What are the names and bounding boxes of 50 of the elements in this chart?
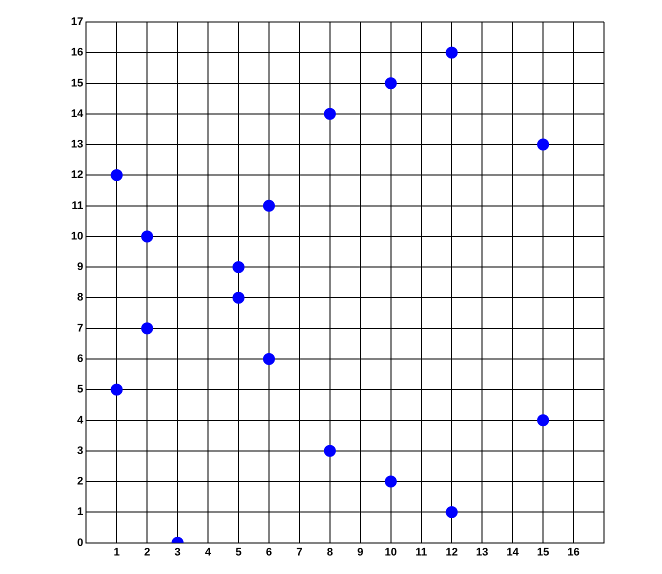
y-tick-label: 12 — [70, 169, 84, 182]
y-tick-label: 1 — [77, 506, 84, 518]
x-tick-label: 6 — [266, 546, 272, 558]
y-tick-label: 8 — [77, 292, 84, 304]
y-tick-label: 9 — [77, 261, 84, 274]
point — [141, 322, 154, 334]
y-tick-label: 14 — [70, 108, 84, 120]
x-tick-label: 11 — [415, 546, 428, 558]
y-tick-label: 4 — [77, 414, 84, 426]
y-tick-label: 16 — [70, 46, 84, 59]
x-tick-label: 3 — [174, 546, 181, 558]
x-tick-label: 1 — [114, 546, 120, 558]
x-tick-label: 14 — [506, 546, 520, 558]
x-tick-label: 8 — [326, 546, 333, 558]
point — [537, 138, 550, 151]
point — [232, 261, 245, 274]
y-tick-label: 0 — [77, 536, 84, 549]
y-tick-label: 11 — [72, 200, 84, 212]
x-tick-label: 15 — [536, 546, 550, 558]
point — [324, 444, 336, 457]
x-tick-label: 9 — [357, 546, 364, 558]
point — [324, 108, 336, 120]
point — [232, 292, 245, 304]
x-tick-label: 16 — [567, 546, 580, 558]
y-tick-label: 2 — [77, 476, 84, 488]
y-tick-label: 5 — [77, 384, 84, 396]
y-tick-label: 3 — [77, 444, 84, 457]
y-tick-label: 6 — [77, 353, 84, 366]
x-tick-label: 13 — [476, 546, 488, 558]
y-tick-label: 7 — [77, 322, 84, 334]
x-tick-label: 2 — [144, 546, 150, 558]
point — [446, 46, 458, 59]
point — [141, 230, 154, 242]
x-tick-label: 7 — [296, 546, 302, 558]
point — [537, 414, 550, 426]
y-tick-label: 10 — [70, 230, 84, 242]
y-tick-label: 17 — [70, 16, 84, 28]
point — [384, 476, 397, 488]
y-tick-label: 15 — [70, 77, 84, 90]
point — [446, 506, 458, 518]
point — [262, 352, 275, 365]
point — [110, 384, 123, 396]
x-tick-label: 12 — [446, 546, 458, 558]
x-tick-label: 4 — [205, 546, 212, 558]
x-tick-label: 5 — [235, 546, 242, 558]
point — [262, 200, 275, 212]
point — [384, 77, 397, 90]
y-tick-label: 13 — [70, 138, 84, 151]
point — [110, 169, 123, 182]
x-tick-label: 10 — [384, 546, 397, 558]
